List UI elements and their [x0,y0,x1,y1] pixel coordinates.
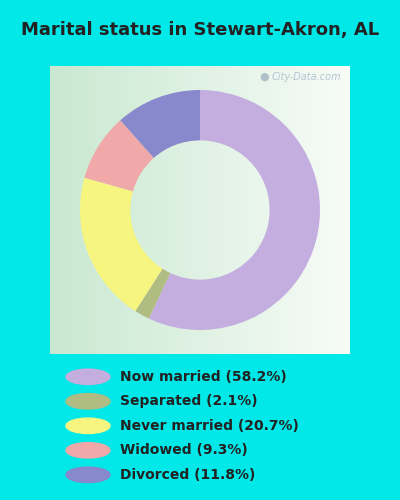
Text: Widowed (9.3%): Widowed (9.3%) [120,444,248,458]
Text: ●: ● [259,72,269,82]
Circle shape [66,418,110,434]
Circle shape [66,369,110,384]
Text: Marital status in Stewart-Akron, AL: Marital status in Stewart-Akron, AL [21,21,379,39]
Text: Now married (58.2%): Now married (58.2%) [120,370,287,384]
Circle shape [66,394,110,409]
Wedge shape [80,178,162,311]
Wedge shape [84,120,154,192]
Wedge shape [120,90,200,158]
Wedge shape [149,90,320,330]
Text: Divorced (11.8%): Divorced (11.8%) [120,468,255,482]
Circle shape [66,442,110,458]
Text: Separated (2.1%): Separated (2.1%) [120,394,258,408]
Text: Never married (20.7%): Never married (20.7%) [120,419,299,433]
Circle shape [66,467,110,482]
Text: City-Data.com: City-Data.com [271,72,341,82]
Wedge shape [135,268,170,318]
